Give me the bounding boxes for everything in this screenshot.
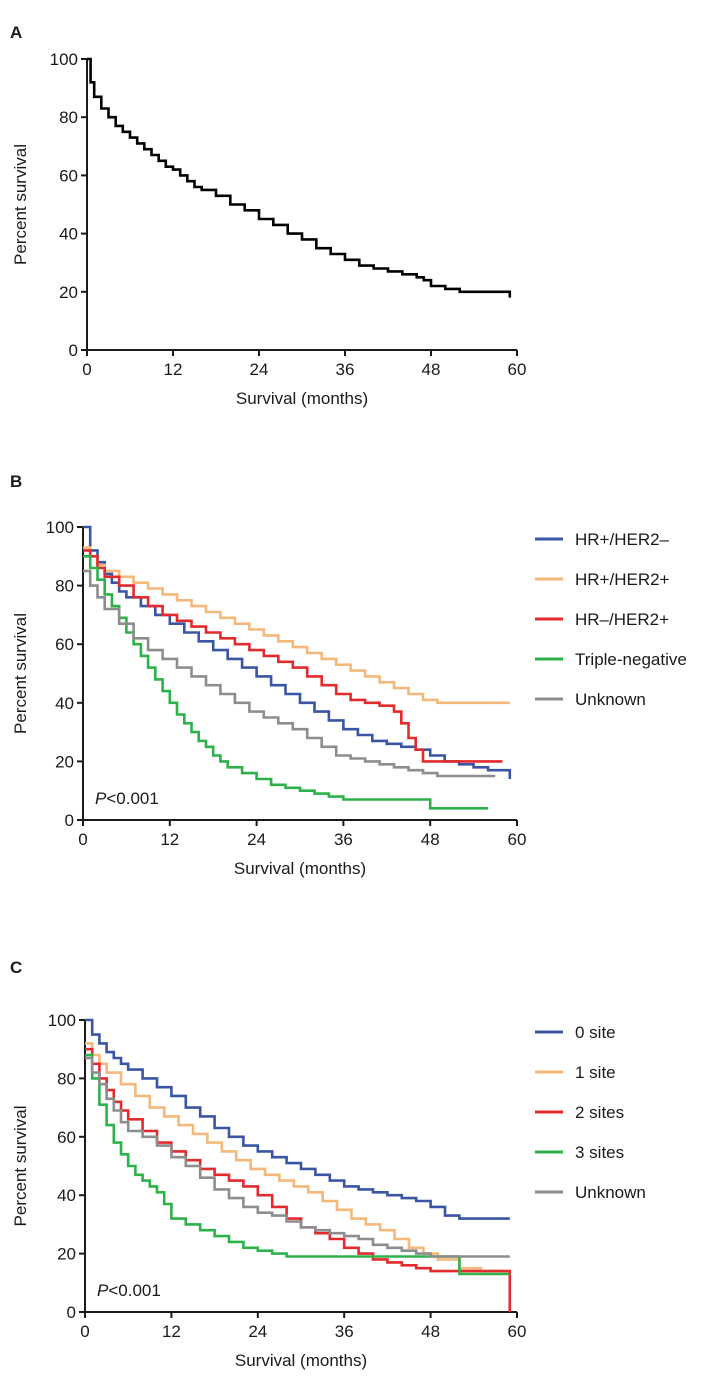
x-tick-label: 36 [335,1322,354,1341]
legend-label: HR–/HER2+ [575,610,669,629]
x-tick-label: 60 [508,830,527,849]
panel-c: C 0 20 40 60 80 100 0 12 24 36 48 60 Survival (months… [10,958,646,1370]
legend-label: 2 sites [575,1103,624,1122]
x-tick-label: 12 [164,360,183,379]
x-tick-label: 0 [80,1322,89,1341]
y-tick-label: 40 [59,225,78,244]
panel-letter: B [10,472,22,491]
legend-label: HR+/HER2+ [575,570,670,589]
x-tick-label: 24 [250,360,269,379]
series-line-3 [83,555,489,810]
x-axis-title: Survival (months) [236,389,368,408]
y-tick-label: 0 [69,341,78,360]
p-value-annotation: P<0.001 [95,789,159,808]
legend-label: 0 site [575,1023,616,1042]
x-axis-title: Survival (months) [235,1351,367,1370]
y-tick-label: 20 [59,283,78,302]
legend: 0 site 1 site 2 sites 3 sites Unknown [535,1023,646,1202]
legend-label: Unknown [575,690,646,709]
x-tick-label: 24 [248,1322,267,1341]
y-tick-label: 100 [46,518,74,537]
y-tick-label: 20 [55,752,74,771]
y-axis-title: Percent survival [11,613,30,734]
y-tick-label: 0 [67,1303,76,1322]
y-tick-label: 60 [55,635,74,654]
panel-letter: A [10,23,22,42]
panel-b: B 0 20 40 60 80 100 0 12 24 36 48 60 Survival (months… [10,472,687,878]
series-line-4 [85,1056,510,1258]
legend-label: 3 sites [575,1143,624,1162]
series-line-1 [83,546,510,705]
legend-label: HR+/HER2– [575,530,670,549]
y-tick-label: 40 [57,1186,76,1205]
p-value-annotation: P<0.001 [97,1281,161,1300]
y-tick-label: 80 [57,1069,76,1088]
x-tick-label: 48 [422,360,441,379]
x-axis-title: Survival (months) [234,859,366,878]
x-tick-label: 48 [421,1322,440,1341]
series-line-1 [85,1042,510,1273]
x-tick-label: 0 [78,830,87,849]
series-line-0-survival [87,57,512,298]
x-tick-label: 12 [160,830,179,849]
y-tick-label: 80 [59,108,78,127]
series-line-0 [85,1018,510,1220]
x-tick-label: 60 [508,360,527,379]
series-line-2 [85,1047,512,1312]
series-line-4 [83,569,496,778]
y-axis-title: Percent survival [11,144,30,265]
x-tick-label: 0 [82,360,91,379]
panel-a: A 0 20 40 60 80 100 0 12 24 36 48 60 Survival (months… [10,23,526,408]
y-tick-label: 80 [55,577,74,596]
x-tick-label: 36 [334,830,353,849]
x-tick-label: 24 [247,830,266,849]
series-line-0 [83,525,512,779]
y-tick-label: 60 [59,166,78,185]
y-tick-label: 60 [57,1128,76,1147]
x-tick-label: 60 [508,1322,527,1341]
y-tick-label: 0 [65,811,74,830]
panel-letter: C [10,958,22,977]
series-line-2 [83,549,503,763]
y-axis-title: Percent survival [11,1106,30,1227]
y-tick-label: 20 [57,1245,76,1264]
x-tick-label: 12 [162,1322,181,1341]
legend-label: 1 site [575,1063,616,1082]
series-line-3 [85,1053,510,1276]
x-tick-label: 36 [336,360,355,379]
y-tick-label: 100 [48,1011,76,1030]
legend-label: Unknown [575,1183,646,1202]
legend-label: Triple-negative [575,650,687,669]
x-tick-label: 48 [421,830,440,849]
y-tick-label: 100 [50,50,78,69]
legend: HR+/HER2– HR+/HER2+ HR–/HER2+ Triple-negati… [535,530,687,709]
y-tick-label: 40 [55,694,74,713]
